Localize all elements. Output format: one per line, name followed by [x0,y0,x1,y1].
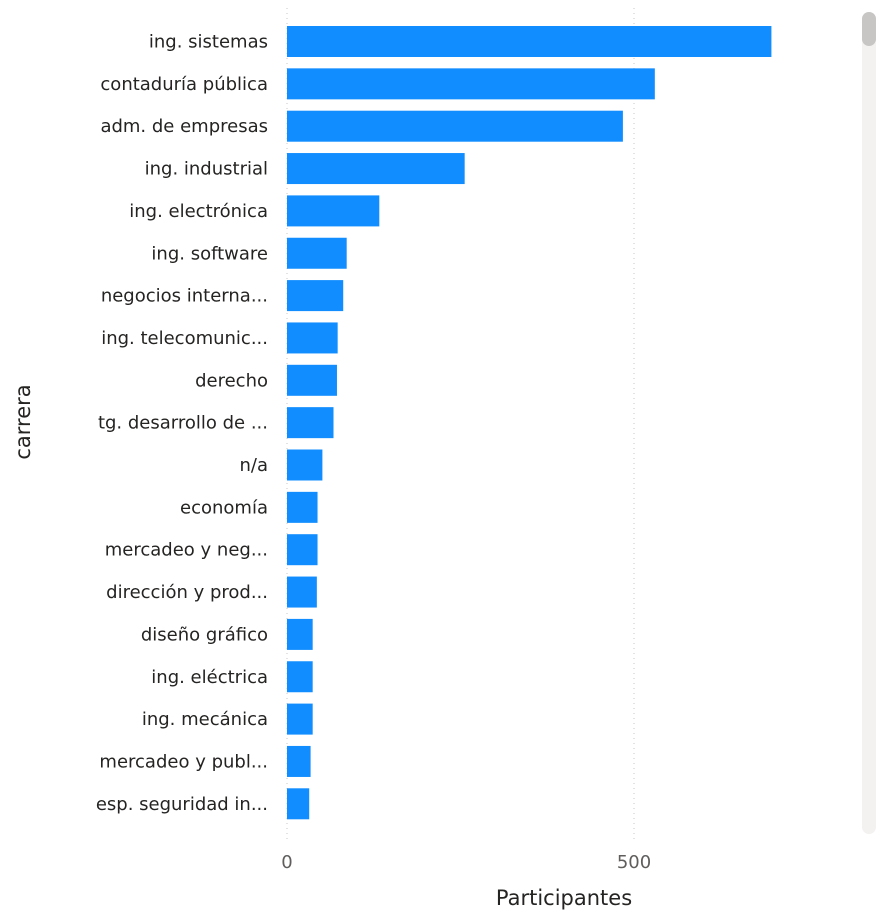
bar[interactable] [287,280,344,312]
bar[interactable] [287,407,334,439]
bar[interactable] [287,788,310,820]
bar[interactable] [287,322,338,354]
bar[interactable] [287,110,623,142]
x-tick-label: 500 [617,852,651,873]
bar[interactable] [287,618,313,650]
category-label: derecho [195,370,268,391]
category-label: negocios interna... [101,286,268,307]
category-label: ing. eléctrica [151,667,268,688]
category-label: mercadeo y neg... [105,540,268,561]
x-axis-title: Participantes [496,886,632,910]
bar[interactable] [287,153,465,185]
category-label: tg. desarrollo de ... [98,413,268,434]
category-label: adm. de empresas [100,116,268,137]
category-label: contaduría pública [100,74,268,95]
bar[interactable] [287,237,347,269]
y-axis-title: carrera [11,384,35,459]
category-label: diseño gráfico [141,624,268,645]
gridlines [286,8,635,842]
x-tick-labels: 0 500 [281,852,651,873]
category-label: ing. telecomunic... [101,328,268,349]
scrollbar-thumb[interactable] [862,12,876,46]
bar[interactable] [287,68,655,100]
bar[interactable] [287,534,318,566]
bar[interactable] [287,195,380,227]
bar[interactable] [287,364,337,396]
bar[interactable] [287,661,313,693]
category-label: esp. seguridad in... [96,794,268,815]
category-label: ing. software [151,243,268,264]
bar[interactable] [287,491,318,523]
bar[interactable] [287,745,311,777]
category-label: economía [180,497,268,518]
bar[interactable] [287,703,313,735]
category-label: ing. industrial [145,159,268,180]
x-tick-label: 0 [281,852,292,873]
category-label: ing. electrónica [129,201,268,222]
bar[interactable] [287,449,323,481]
category-label: n/a [239,455,268,476]
category-labels: ing. sistemas contaduría pública adm. de e… [96,32,268,815]
category-label: dirección y prod... [106,582,268,603]
bar[interactable] [287,26,772,57]
bar[interactable] [287,576,317,608]
category-label: ing. sistemas [149,32,268,53]
category-label: ing. mecánica [142,709,268,730]
category-label: mercadeo y publ... [99,751,268,772]
bars [287,26,772,820]
vertical-scrollbar[interactable] [862,12,876,834]
